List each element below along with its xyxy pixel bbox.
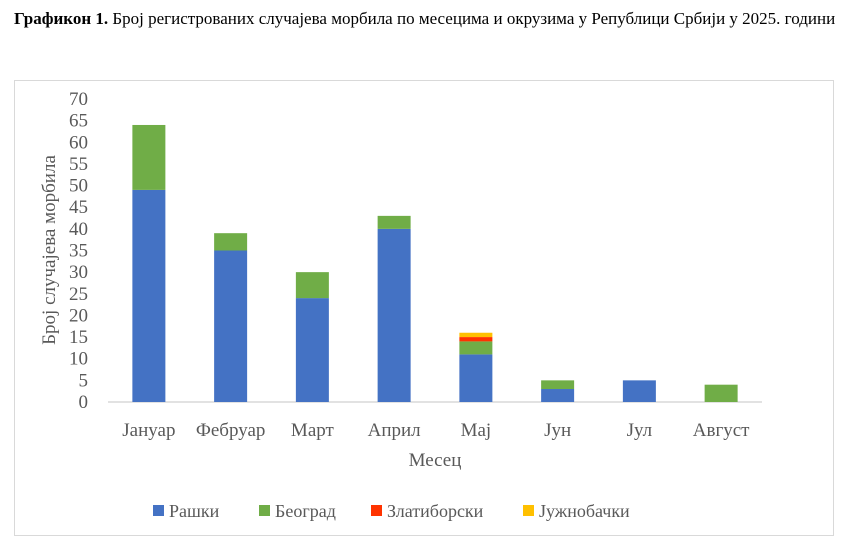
bar-segment <box>132 124 166 190</box>
bar-segment <box>214 233 248 251</box>
y-tick-label: 65 <box>69 111 88 132</box>
y-tick-label: 40 <box>69 219 88 240</box>
bar-segment <box>459 337 493 342</box>
legend-label: Златиборски <box>387 501 484 521</box>
y-tick-label: 35 <box>69 241 88 262</box>
x-tick-label: Фебруар <box>196 420 266 441</box>
y-tick-label: 70 <box>69 89 88 110</box>
bar-segment <box>459 354 493 402</box>
bar-segment <box>459 341 493 355</box>
bar-segment <box>295 298 329 402</box>
bar-segment <box>541 380 575 390</box>
x-tick-label: Јун <box>544 420 571 441</box>
bar-segment <box>541 389 575 402</box>
bar-segment <box>622 380 656 402</box>
y-tick-label: 60 <box>69 132 88 153</box>
bar-segment <box>704 384 738 402</box>
x-tick-label: Април <box>368 420 422 441</box>
chart-caption: Графикон 1. Број регистрованих случајева… <box>14 8 836 30</box>
y-tick-label: 20 <box>69 305 88 326</box>
chart-frame <box>14 80 834 536</box>
x-tick-label: Март <box>291 420 335 441</box>
caption-label: Графикон 1. <box>14 9 109 28</box>
bar-segment <box>295 272 329 299</box>
caption-text: Број регистрованих случајева морбила по … <box>108 9 836 28</box>
x-tick-label: Јул <box>627 420 653 441</box>
y-tick-label: 10 <box>69 349 88 370</box>
y-tick-label: 25 <box>69 284 88 305</box>
y-tick-label: 0 <box>79 392 89 413</box>
x-tick-label: Јануар <box>122 420 175 441</box>
legend-swatch <box>523 505 534 516</box>
legend-swatch <box>371 505 382 516</box>
x-axis-title: Месец <box>409 450 462 471</box>
legend-swatch <box>153 505 164 516</box>
legend-label: Рашки <box>169 501 220 521</box>
bar-segment <box>377 215 411 229</box>
y-tick-label: 30 <box>69 262 88 283</box>
x-tick-label: Август <box>693 420 750 441</box>
legend-label: Јужнобачки <box>539 501 630 521</box>
y-tick-label: 50 <box>69 176 88 197</box>
y-tick-label: 5 <box>79 370 89 391</box>
y-axis-title: Број случајева морбила <box>39 155 60 345</box>
bar-segment <box>214 250 248 402</box>
y-tick-label: 15 <box>69 327 88 348</box>
bar-segment <box>132 189 166 402</box>
y-tick-label: 45 <box>69 197 88 218</box>
bar-segment <box>459 332 493 338</box>
legend-label: Београд <box>275 501 336 521</box>
x-tick-label: Мај <box>461 420 492 441</box>
y-tick-label: 55 <box>69 154 88 175</box>
bar-segment <box>377 228 411 402</box>
legend-swatch <box>259 505 270 516</box>
